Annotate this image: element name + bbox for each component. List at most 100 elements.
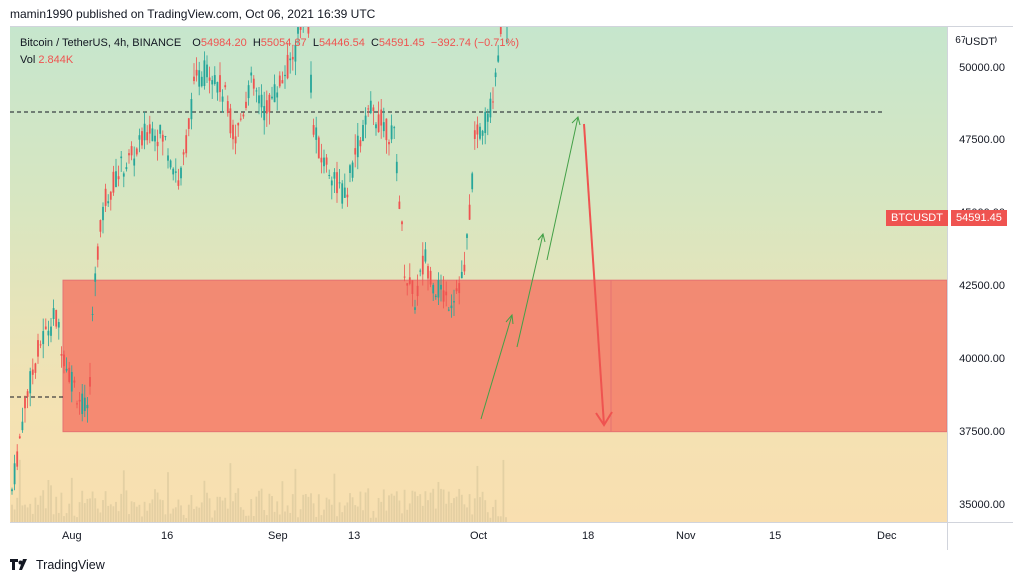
candle-body [151, 128, 154, 142]
footer-brand[interactable]: TradingView [10, 558, 105, 572]
candle-body [174, 171, 177, 173]
volume-bar [359, 491, 362, 522]
candle-body [195, 69, 198, 76]
last-price-badge: 54591.45 [951, 210, 1007, 226]
candle-body [450, 305, 453, 309]
volume-bar [471, 514, 474, 522]
volume-bar [221, 500, 224, 522]
volume-bar [375, 517, 377, 522]
price-axis-tick-label: 50000.00 [959, 61, 1005, 74]
candle-body [200, 76, 203, 87]
candle-body [206, 64, 208, 78]
candle-body [86, 404, 89, 409]
volume-bar [455, 496, 458, 522]
volume-bar [382, 489, 385, 522]
candle-body [346, 194, 349, 198]
candle-body [481, 130, 484, 136]
candle-body [479, 126, 481, 139]
candle-body [447, 309, 450, 311]
candle-body [310, 74, 312, 93]
candle-body [37, 340, 39, 357]
time-axis-tick-label: Dec [877, 530, 897, 542]
candle-body [497, 55, 500, 62]
candle-body [408, 277, 411, 284]
candle-body [486, 113, 489, 122]
candle-body [154, 135, 156, 142]
price-axis-tick-label: 52500.00 [959, 0, 1005, 1]
candle-body [367, 108, 370, 110]
legend-high-label: H [252, 37, 261, 49]
volume-bar [167, 472, 169, 522]
candle-body [390, 125, 393, 140]
candle-body [125, 167, 128, 170]
last-price-symbol-badge: BTCUSDT [886, 210, 948, 226]
time-axis-tick-label: 15 [769, 530, 782, 542]
volume-bar [16, 497, 19, 522]
volume-bar [463, 504, 466, 522]
footer-brand-label: TradingView [36, 558, 105, 572]
candle-body [120, 156, 123, 159]
candle-body [47, 330, 50, 336]
candle-body [255, 90, 258, 92]
time-axis[interactable]: Aug 16 Sep 13 Oct 18 Nov 15 Dec [10, 522, 947, 550]
volume-bar [325, 497, 328, 522]
volume-bar [182, 514, 185, 522]
candle-body [50, 326, 52, 336]
volume-bar [372, 510, 375, 522]
volume-bar [304, 494, 307, 522]
price-chart[interactable] [10, 27, 947, 522]
time-axis-tick-label: 13 [348, 530, 361, 542]
volume-bar [395, 491, 398, 522]
candle-body [458, 283, 461, 294]
volume-bar [190, 495, 193, 522]
volume-bar [242, 509, 245, 522]
candle-body [187, 118, 190, 129]
volume-bar [432, 488, 435, 522]
candle-body [338, 182, 341, 184]
candle-body [57, 322, 60, 328]
volume-bar [50, 485, 52, 522]
volume-bar [99, 512, 102, 522]
volume-bar [169, 513, 172, 522]
volume-bar [273, 511, 276, 522]
volume-bar [260, 488, 263, 522]
volume-bar [24, 504, 26, 522]
price-axis[interactable]: 67500.00 USDT 65000.0062500.0060000.0057… [947, 0, 1013, 522]
candle-body [65, 368, 68, 371]
chart-plot-area[interactable] [10, 27, 947, 522]
volume-bar [310, 493, 312, 522]
volume-bar [245, 515, 247, 522]
candle-body [70, 371, 73, 392]
projection-arrow-1 [480, 314, 513, 420]
price-axis-tick-label: 35000.00 [959, 498, 1005, 511]
volume-bar [29, 503, 32, 522]
candle-body [63, 354, 65, 367]
volume-bar [148, 503, 151, 522]
volume-bar [338, 502, 341, 522]
volume-bar [102, 500, 104, 522]
volume-bar [172, 508, 175, 522]
volume-bar [263, 510, 266, 522]
candle-body [419, 270, 422, 272]
tradingview-logo-icon [10, 559, 27, 570]
candle-body [44, 326, 47, 330]
candle-body [320, 157, 323, 163]
candle-body [271, 96, 273, 99]
volume-bar [351, 497, 354, 522]
legend-low-value: 54446.54 [318, 37, 365, 49]
volume-bar [286, 505, 289, 522]
candle-body [466, 234, 468, 238]
candle-body [403, 276, 406, 278]
price-axis-tick-label: 40000.00 [959, 352, 1005, 365]
candle-body [159, 124, 162, 134]
volume-bar [497, 516, 500, 522]
candle-body [39, 344, 42, 346]
volume-bar [203, 480, 206, 522]
candle-body [341, 183, 344, 204]
candle-body [354, 148, 357, 155]
volume-bar [278, 514, 281, 522]
volume-bar [294, 468, 297, 522]
volume-bar [83, 503, 86, 522]
volume-bar [156, 492, 159, 522]
projection-arrowhead-1 [505, 313, 514, 325]
